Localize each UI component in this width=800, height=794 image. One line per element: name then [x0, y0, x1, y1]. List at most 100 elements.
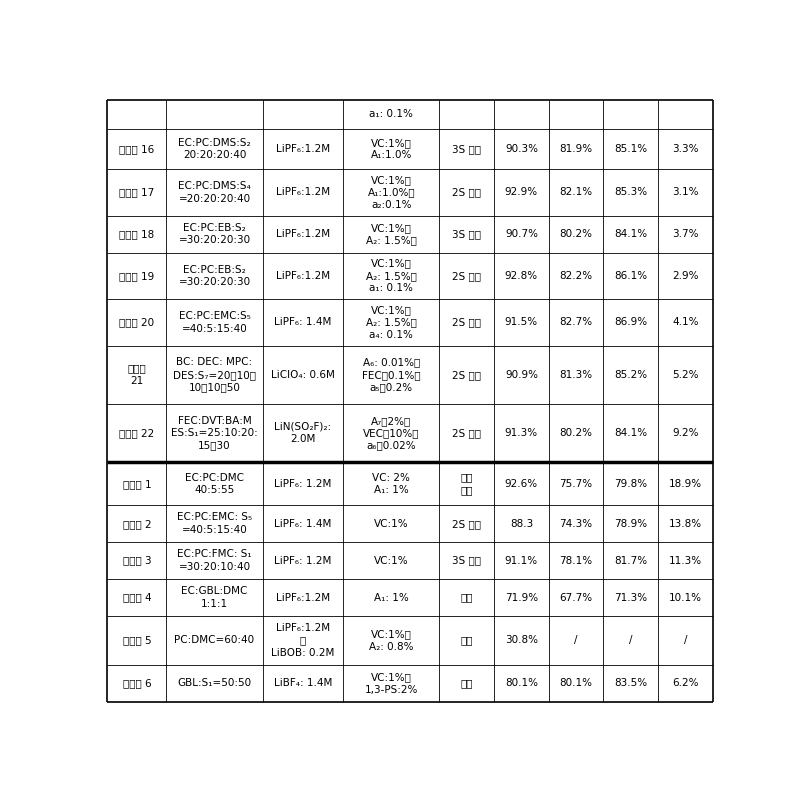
- Text: 88.3: 88.3: [510, 518, 533, 529]
- Text: VC:1%: VC:1%: [374, 556, 409, 565]
- Text: 3.3%: 3.3%: [672, 144, 698, 154]
- Text: VC:1%，
1,3-PS:2%: VC:1%， 1,3-PS:2%: [365, 672, 418, 695]
- Text: 对比例 4: 对比例 4: [122, 592, 151, 603]
- Text: 81.7%: 81.7%: [614, 556, 647, 565]
- Text: 80.1%: 80.1%: [559, 678, 593, 688]
- Text: 11.3%: 11.3%: [669, 556, 702, 565]
- Text: /: /: [683, 635, 687, 646]
- Text: 67.7%: 67.7%: [559, 592, 593, 603]
- Text: 3S 自燃: 3S 自燃: [452, 229, 482, 239]
- Text: 3.7%: 3.7%: [672, 229, 698, 239]
- Text: 可燃: 可燃: [461, 635, 473, 646]
- Text: 高度
可燃: 高度 可燃: [461, 472, 473, 495]
- Text: 10.1%: 10.1%: [669, 592, 702, 603]
- Text: VC: 2%
A₁: 1%: VC: 2% A₁: 1%: [373, 472, 410, 495]
- Text: 80.2%: 80.2%: [559, 428, 593, 438]
- Text: LiPF₆:1.2M: LiPF₆:1.2M: [276, 271, 330, 281]
- Text: 2S 自燃: 2S 自燃: [452, 271, 482, 281]
- Text: 18.9%: 18.9%: [669, 479, 702, 489]
- Text: /: /: [574, 635, 578, 646]
- Text: 对比例 3: 对比例 3: [122, 556, 151, 565]
- Text: 对比例 2: 对比例 2: [122, 518, 151, 529]
- Text: 78.1%: 78.1%: [559, 556, 593, 565]
- Text: 78.9%: 78.9%: [614, 518, 647, 529]
- Text: 85.1%: 85.1%: [614, 144, 647, 154]
- Text: 2S 自燃: 2S 自燃: [452, 370, 482, 380]
- Text: 可燃: 可燃: [461, 592, 473, 603]
- Text: 4.1%: 4.1%: [672, 318, 698, 327]
- Text: EC:PC:EB:S₂
=30:20:20:30: EC:PC:EB:S₂ =30:20:20:30: [178, 264, 250, 287]
- Text: 实施例 18: 实施例 18: [119, 229, 154, 239]
- Text: EC:GBL:DMC
1:1:1: EC:GBL:DMC 1:1:1: [182, 586, 248, 609]
- Text: LiN(SO₂F)₂:
2.0M: LiN(SO₂F)₂: 2.0M: [274, 422, 331, 445]
- Text: EC:PC:DMS:S₄
=20:20:20:40: EC:PC:DMS:S₄ =20:20:20:40: [178, 181, 251, 204]
- Text: 91.3%: 91.3%: [505, 428, 538, 438]
- Text: VC:1%，
A₂: 1.5%，: VC:1%， A₂: 1.5%，: [366, 223, 417, 245]
- Text: 81.3%: 81.3%: [559, 370, 593, 380]
- Text: 92.9%: 92.9%: [505, 187, 538, 198]
- Text: VC:1%，
A₂: 0.8%: VC:1%， A₂: 0.8%: [369, 629, 414, 652]
- Text: 实施例 19: 实施例 19: [119, 271, 154, 281]
- Text: EC:PC:EB:S₂
=30:20:20:30: EC:PC:EB:S₂ =30:20:20:30: [178, 223, 250, 245]
- Text: 82.7%: 82.7%: [559, 318, 593, 327]
- Text: LiPF₆: 1.4M: LiPF₆: 1.4M: [274, 318, 332, 327]
- Text: GBL:S₁=50:50: GBL:S₁=50:50: [178, 678, 251, 688]
- Text: VC:1%，
A₁:1.0%: VC:1%， A₁:1.0%: [370, 138, 412, 160]
- Text: EC:PC:DMS:S₂
20:20:20:40: EC:PC:DMS:S₂ 20:20:20:40: [178, 138, 251, 160]
- Text: EC:PC:FMC: S₁
=30:20:10:40: EC:PC:FMC: S₁ =30:20:10:40: [177, 549, 252, 572]
- Text: LiPF₆: 1.2M: LiPF₆: 1.2M: [274, 479, 332, 489]
- Text: EC:PC:DMC
40:5:55: EC:PC:DMC 40:5:55: [185, 472, 244, 495]
- Text: VC:1%，
A₁:1.0%，
a₂:0.1%: VC:1%， A₁:1.0%， a₂:0.1%: [367, 175, 415, 210]
- Text: 实施例 16: 实施例 16: [119, 144, 154, 154]
- Text: PC:DMC=60:40: PC:DMC=60:40: [174, 635, 254, 646]
- Text: VC:1%，
A₂: 1.5%，
a₁: 0.1%: VC:1%， A₂: 1.5%， a₁: 0.1%: [366, 259, 417, 293]
- Text: 80.2%: 80.2%: [559, 229, 593, 239]
- Text: 实施例 17: 实施例 17: [119, 187, 154, 198]
- Text: 71.9%: 71.9%: [505, 592, 538, 603]
- Text: 30.8%: 30.8%: [505, 635, 538, 646]
- Text: LiPF₆: 1.4M: LiPF₆: 1.4M: [274, 518, 332, 529]
- Text: 实施例 22: 实施例 22: [119, 428, 154, 438]
- Text: LiPF₆:1.2M: LiPF₆:1.2M: [276, 144, 330, 154]
- Text: 6.2%: 6.2%: [672, 678, 698, 688]
- Text: 5.2%: 5.2%: [672, 370, 698, 380]
- Text: 3.1%: 3.1%: [672, 187, 698, 198]
- Text: a₁: 0.1%: a₁: 0.1%: [370, 110, 414, 119]
- Text: LiPF₆:1.2M: LiPF₆:1.2M: [276, 187, 330, 198]
- Text: 实施例 20: 实施例 20: [119, 318, 154, 327]
- Text: 75.7%: 75.7%: [559, 479, 593, 489]
- Text: 对比例 5: 对比例 5: [122, 635, 151, 646]
- Text: 实施例
21: 实施例 21: [127, 364, 146, 386]
- Text: A₆: 0.01%；
FEC：0.1%；
a₅：0.2%: A₆: 0.01%； FEC：0.1%； a₅：0.2%: [362, 357, 421, 392]
- Text: 74.3%: 74.3%: [559, 518, 593, 529]
- Text: 90.7%: 90.7%: [505, 229, 538, 239]
- Text: 83.5%: 83.5%: [614, 678, 647, 688]
- Text: LiClO₄: 0.6M: LiClO₄: 0.6M: [271, 370, 335, 380]
- Text: 82.2%: 82.2%: [559, 271, 593, 281]
- Text: 2.9%: 2.9%: [672, 271, 698, 281]
- Text: 82.1%: 82.1%: [559, 187, 593, 198]
- Text: 9.2%: 9.2%: [672, 428, 698, 438]
- Text: VC:1%: VC:1%: [374, 518, 409, 529]
- Text: 91.5%: 91.5%: [505, 318, 538, 327]
- Text: EC:PC:EMC:S₅
=40:5:15:40: EC:PC:EMC:S₅ =40:5:15:40: [178, 311, 250, 333]
- Text: 对比例 6: 对比例 6: [122, 678, 151, 688]
- Text: A₁: 1%: A₁: 1%: [374, 592, 409, 603]
- Text: 90.9%: 90.9%: [505, 370, 538, 380]
- Text: 85.3%: 85.3%: [614, 187, 647, 198]
- Text: 3S 自燃: 3S 自燃: [452, 556, 482, 565]
- Text: 2S 自燃: 2S 自燃: [452, 187, 482, 198]
- Text: 80.1%: 80.1%: [505, 678, 538, 688]
- Text: 2S 自燃: 2S 自燃: [452, 518, 482, 529]
- Text: /: /: [629, 635, 632, 646]
- Text: 2S 自燃: 2S 自燃: [452, 428, 482, 438]
- Text: 对比例 1: 对比例 1: [122, 479, 151, 489]
- Text: LiPF₆:1.2M: LiPF₆:1.2M: [276, 592, 330, 603]
- Text: LiBF₄: 1.4M: LiBF₄: 1.4M: [274, 678, 332, 688]
- Text: 90.3%: 90.3%: [505, 144, 538, 154]
- Text: 86.9%: 86.9%: [614, 318, 647, 327]
- Text: VC:1%，
A₂: 1.5%，
a₄: 0.1%: VC:1%， A₂: 1.5%， a₄: 0.1%: [366, 305, 417, 340]
- Text: LiPF₆:1.2M
与
LiBOB: 0.2M: LiPF₆:1.2M 与 LiBOB: 0.2M: [271, 623, 334, 657]
- Text: 不燃: 不燃: [461, 678, 473, 688]
- Text: 86.1%: 86.1%: [614, 271, 647, 281]
